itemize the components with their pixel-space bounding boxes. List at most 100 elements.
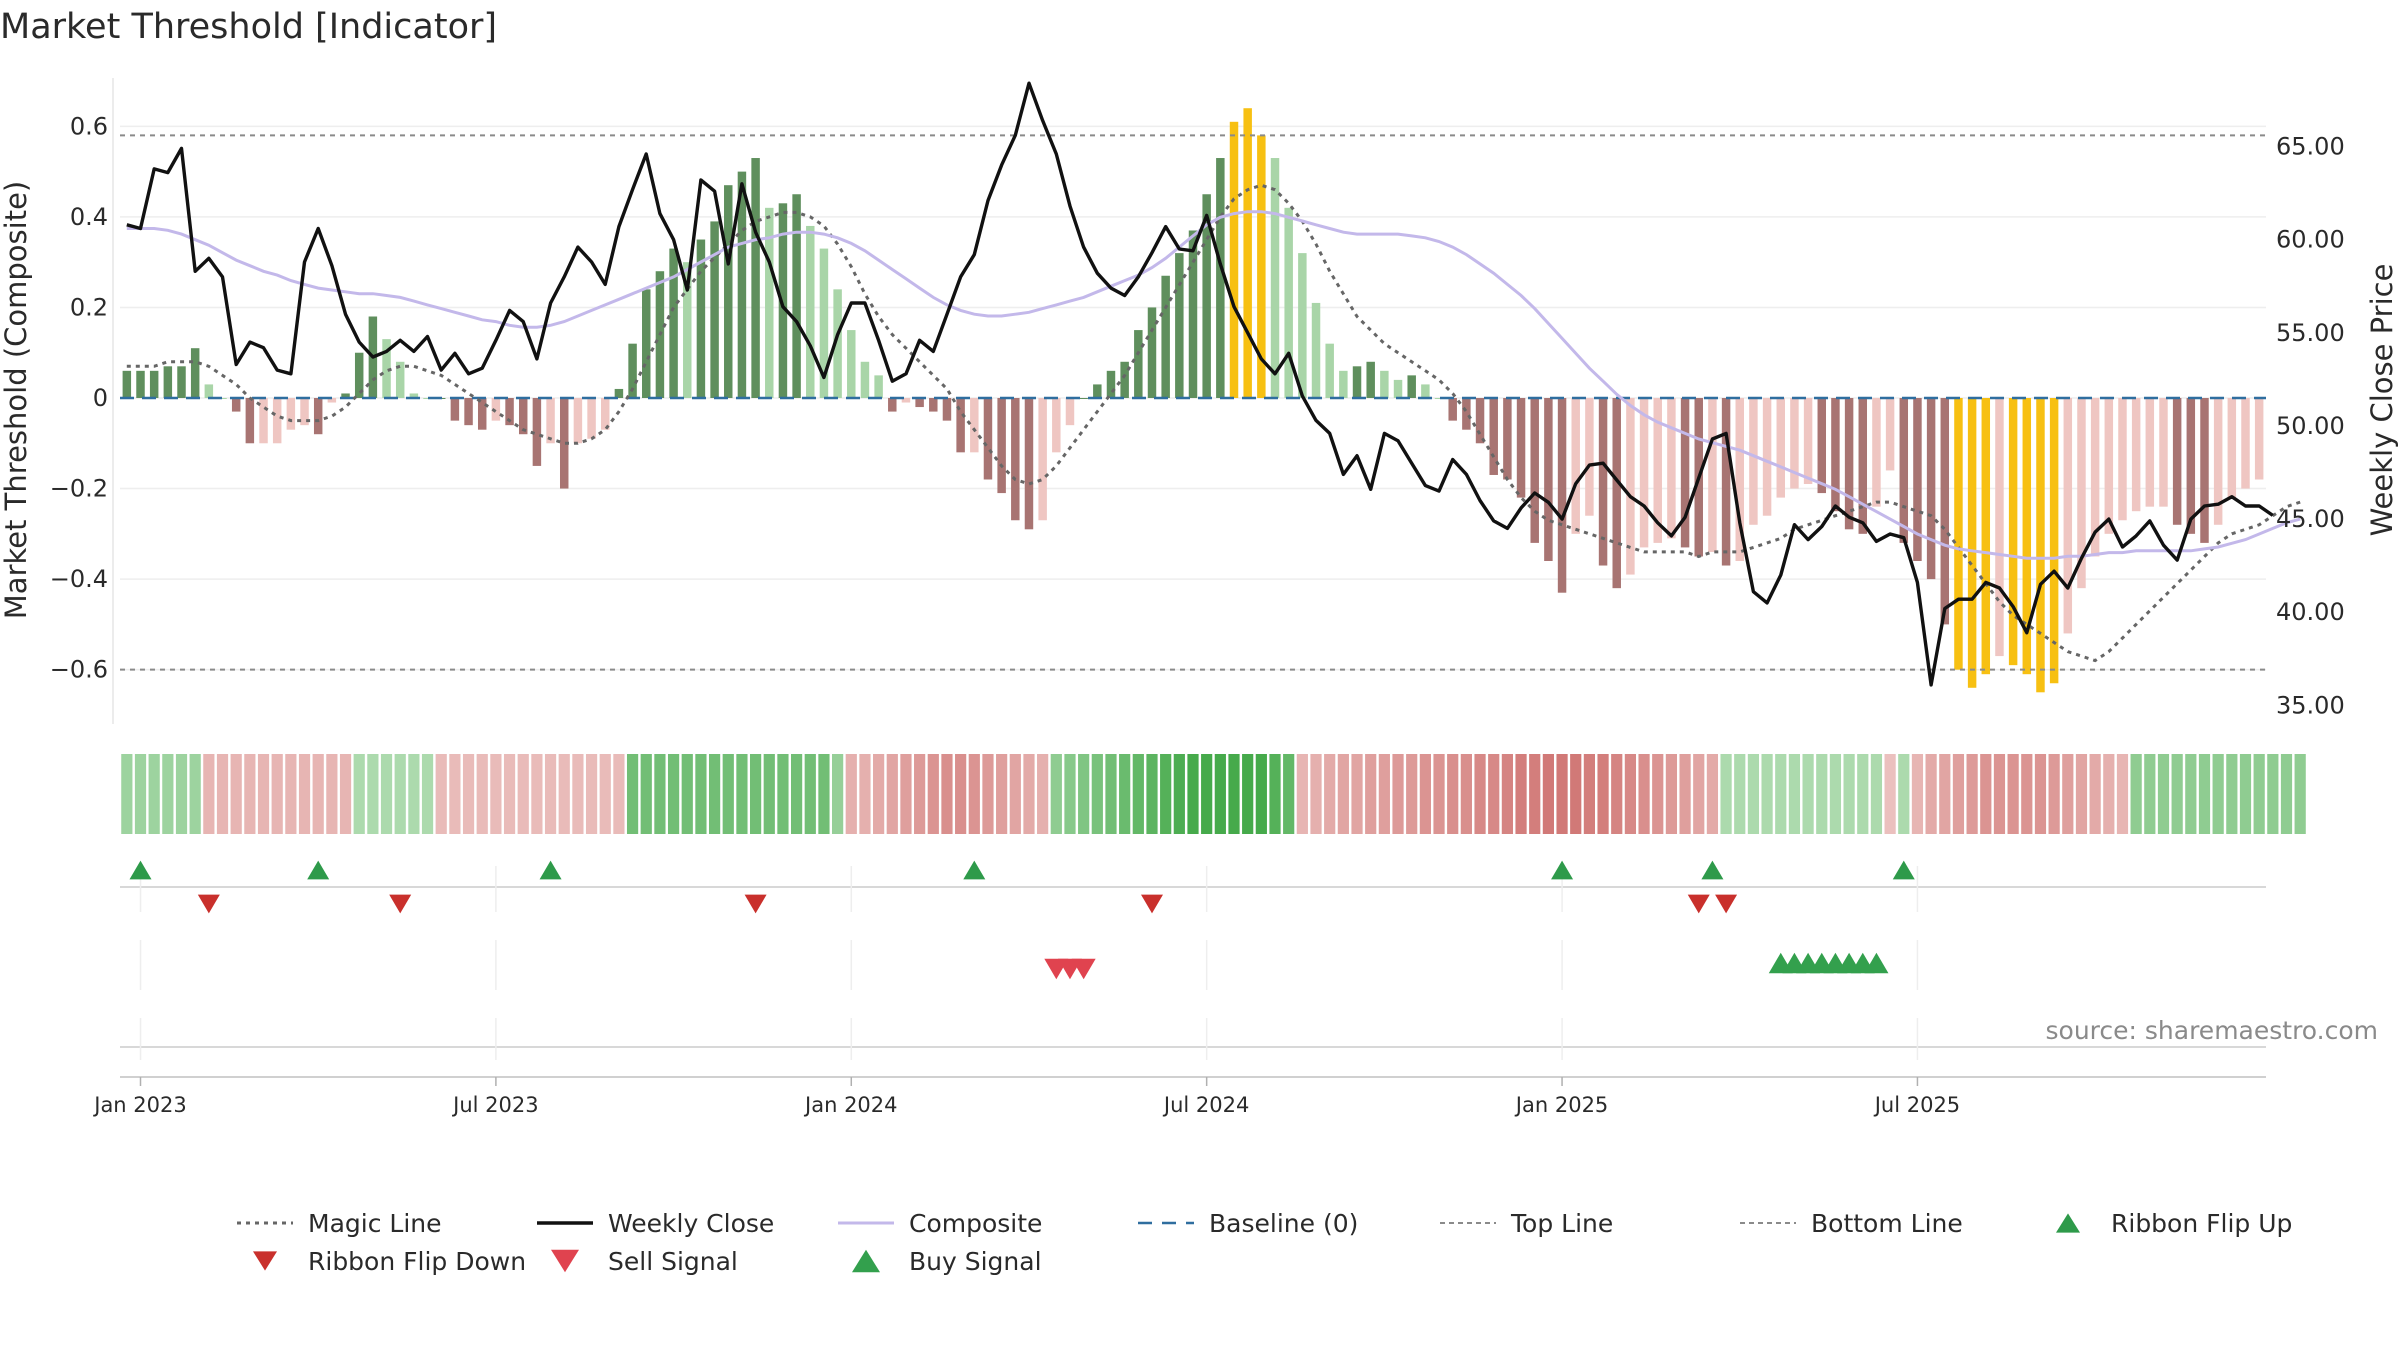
composite-bar <box>1967 398 1977 688</box>
composite-bar <box>915 398 924 408</box>
ribbon-cell <box>2116 754 2129 834</box>
ribbon-cell <box>1829 754 1842 834</box>
composite-bar <box>2254 398 2264 480</box>
ribbon-strip <box>121 754 2306 834</box>
magic-line <box>126 183 2301 663</box>
ribbon-cell <box>353 754 365 834</box>
composite-bar <box>1366 361 1375 398</box>
ribbon-cell <box>654 754 666 834</box>
composite-bar <box>888 398 897 412</box>
legend-label-composite: Composite <box>909 1209 1042 1238</box>
buy-signal-marker <box>1864 952 1889 974</box>
ribbon-cell <box>1009 754 1021 834</box>
ribbon-cell <box>1952 754 1965 834</box>
ribbon-cell <box>1597 754 1609 834</box>
ribbon-cell <box>1611 754 1623 834</box>
ribbon-flip-down-marker <box>389 894 412 914</box>
composite-bars <box>122 108 2264 693</box>
ribbon-cell <box>1091 754 1103 834</box>
ribbon-cell <box>558 754 570 834</box>
composite-bar <box>1762 398 1772 516</box>
ribbon-cell <box>1132 754 1144 834</box>
composite-bar <box>1872 398 1881 507</box>
ribbon-cell <box>531 754 543 834</box>
legend-label-bottom: Bottom Line <box>1811 1209 1963 1238</box>
composite-bar <box>218 398 227 399</box>
composite-bar <box>300 398 309 426</box>
composite-bar <box>1311 302 1321 398</box>
y2-tick-label: 65.00 <box>2276 133 2345 161</box>
ribbon-cell <box>1747 754 1760 834</box>
composite-bar <box>259 398 268 444</box>
composite-bar <box>874 375 883 398</box>
ribbon-cell <box>914 754 926 834</box>
ribbon-cell <box>134 754 147 834</box>
ribbon-cell <box>1843 754 1855 834</box>
composite-bar <box>2049 398 2059 684</box>
x-tick-label: Jul 2025 <box>1873 1093 1960 1117</box>
ribbon-cell <box>2198 754 2211 834</box>
composite-bar <box>710 221 719 398</box>
composite-bar <box>450 398 460 421</box>
composite-bar <box>1407 375 1416 398</box>
composite-bar <box>1352 366 1362 398</box>
ribbon-cell <box>791 754 803 834</box>
ribbon-cell <box>640 754 652 834</box>
composite-bar <box>204 384 214 398</box>
ribbon-cell <box>1105 754 1117 834</box>
composite-bar <box>1803 398 1813 485</box>
ribbon-cell <box>968 754 980 834</box>
ribbon-cell <box>613 754 625 834</box>
legend-mark <box>852 1249 880 1273</box>
legend-label-flip_down: Ribbon Flip Down <box>308 1247 526 1276</box>
x-tick-label: Jan 2024 <box>803 1093 898 1117</box>
composite-bar <box>477 398 487 430</box>
chart-title: Market Threshold [Indicator] <box>0 7 497 47</box>
ribbon-cell <box>1447 754 1459 834</box>
legend-label-baseline: Baseline (0) <box>1209 1209 1358 1238</box>
composite-bar <box>177 366 186 398</box>
ribbon-cell <box>1624 754 1637 834</box>
ribbon-cell <box>1775 754 1787 834</box>
ribbon-cell <box>503 754 516 834</box>
ribbon-cell <box>1296 754 1308 834</box>
date-axis: Jan 2023 Jul 2023 Jan 2024 Jul 2024 Jan 2025… <box>92 1077 1960 1117</box>
ribbon-cell <box>326 754 338 834</box>
ribbon-cell <box>1570 754 1582 834</box>
ribbon-cell <box>1652 754 1664 834</box>
composite-bar <box>1585 398 1594 516</box>
composite-bar <box>1667 398 1676 539</box>
y-tick-label: 0.2 <box>70 293 108 321</box>
ribbon-cell <box>1242 754 1254 834</box>
composite-bar <box>286 398 296 430</box>
ribbon-flip-up-marker <box>1701 860 1724 880</box>
composite-bar <box>1243 108 1252 398</box>
composite-bar <box>1858 398 1868 534</box>
ribbon-cell <box>1269 754 1281 834</box>
composite-line <box>126 210 2301 560</box>
ribbon-cell <box>2280 754 2293 834</box>
ribbon-cell <box>435 754 447 834</box>
composite-bar <box>956 398 965 453</box>
composite-bar <box>559 398 569 489</box>
composite-bar <box>272 398 282 444</box>
composite-bar <box>1270 158 1280 398</box>
line-layer <box>120 81 2301 687</box>
legend-mark <box>551 1249 579 1273</box>
ribbon-cell <box>1419 754 1431 834</box>
ribbon-flip-down-marker <box>197 894 220 914</box>
ribbon-cell <box>2130 754 2142 834</box>
composite-bar <box>792 194 801 398</box>
y2-tick-label: 60.00 <box>2276 226 2345 254</box>
composite-bar <box>683 262 692 398</box>
composite-bar <box>1188 230 1198 398</box>
ribbon-cell <box>2185 754 2197 834</box>
ribbon-cell <box>216 754 229 834</box>
ribbon-cell <box>517 754 529 834</box>
ribbon-cell <box>2144 754 2156 834</box>
ribbon-cell <box>695 754 707 834</box>
ribbon-cell <box>1173 754 1185 834</box>
legend-label-flip_up: Ribbon Flip Up <box>2111 1209 2292 1238</box>
ribbon-cell <box>1365 754 1377 834</box>
